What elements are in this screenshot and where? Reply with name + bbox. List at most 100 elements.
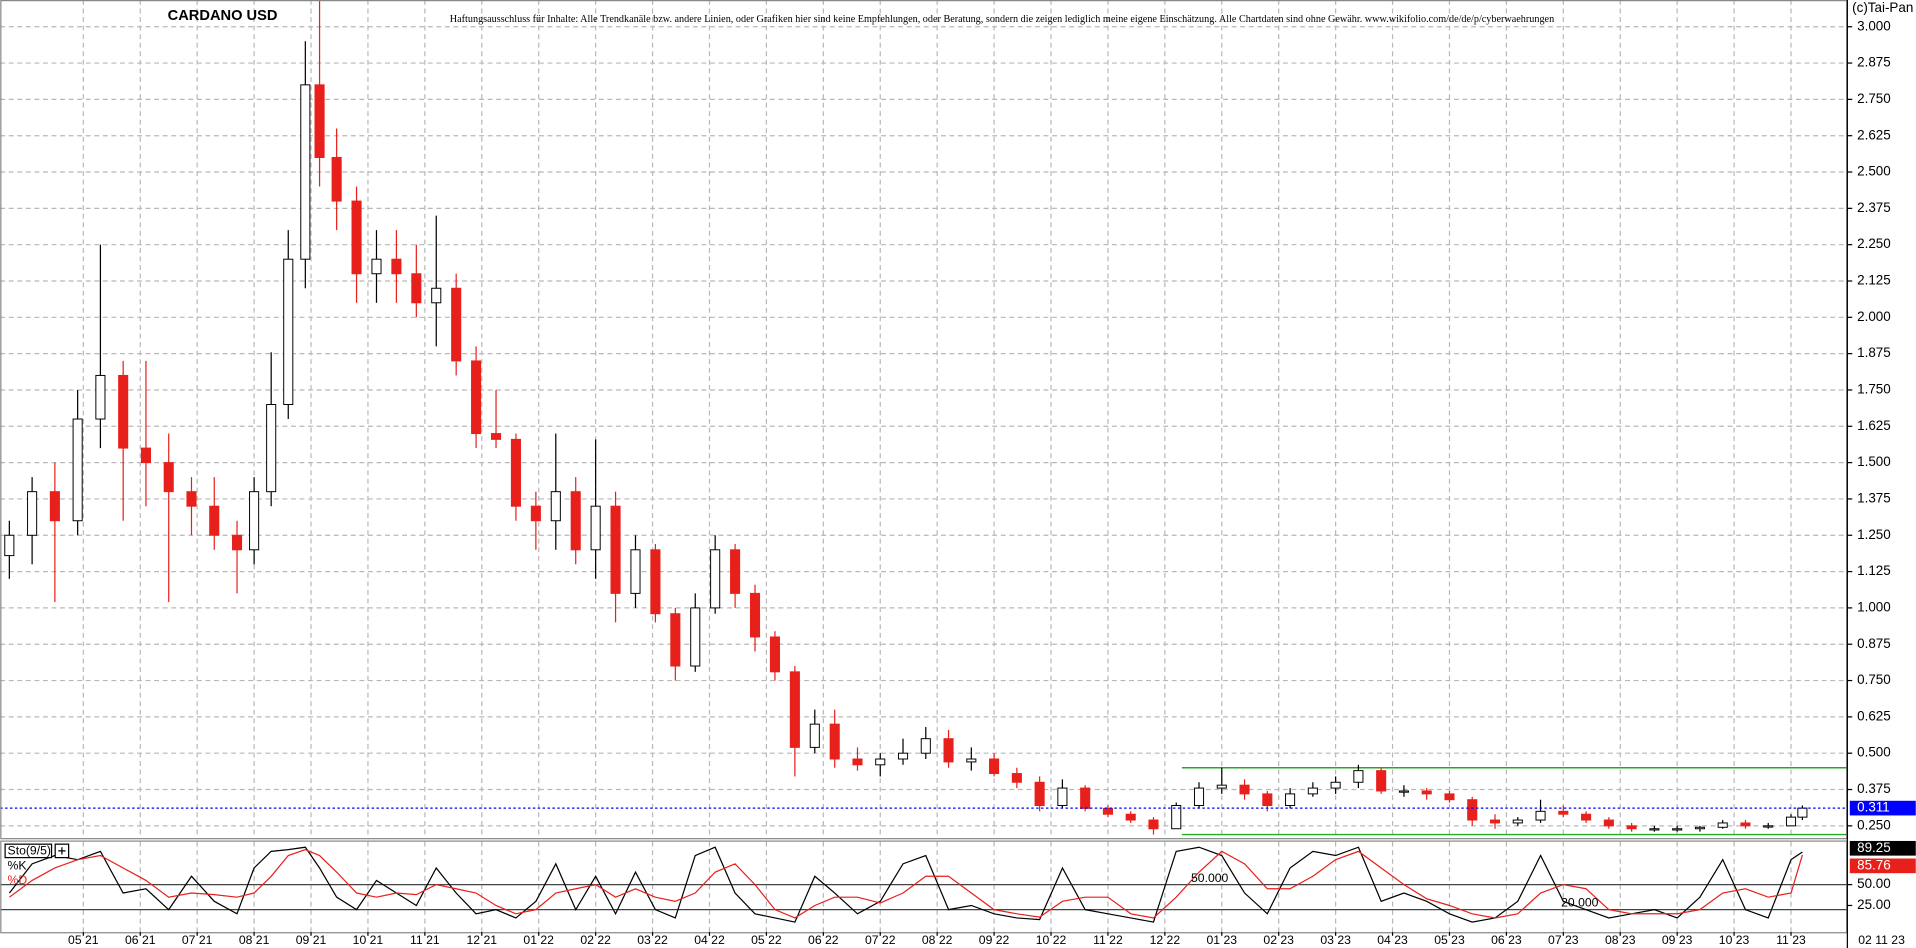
candle-body <box>1171 805 1182 830</box>
x-tick-label: 04 23 <box>1377 933 1408 947</box>
candle-body <box>351 200 362 275</box>
x-tick-label: 09 22 <box>979 933 1010 947</box>
x-tick-label: 02 22 <box>580 933 611 947</box>
x-tick-label: 04 22 <box>694 933 725 947</box>
disclaimer: Haftungsausschluss für Inhalte: Alle Tre… <box>450 14 1555 25</box>
y-tick-label: 25.00 <box>1857 897 1891 912</box>
candle-body <box>1330 781 1341 789</box>
x-tick-label: 10 23 <box>1719 933 1750 947</box>
candle-body <box>1193 787 1205 806</box>
y-tick-label: 1.500 <box>1857 454 1891 469</box>
candle-body <box>266 404 277 493</box>
legend-entry: %D <box>8 873 28 887</box>
candle-body <box>570 491 581 551</box>
x-tick-label: 10 22 <box>1036 933 1067 947</box>
x-tick-label: 07 22 <box>865 933 896 947</box>
candle-body <box>650 549 661 615</box>
candle-body <box>471 360 482 435</box>
candle-body <box>789 671 800 748</box>
candle-body <box>231 534 243 551</box>
y-tick-label: 1.125 <box>1857 563 1891 578</box>
candle-body <box>490 433 502 440</box>
current-price-box <box>1849 800 1916 816</box>
legend-entry: %K <box>8 858 27 872</box>
x-tick-label: 05 22 <box>751 933 782 947</box>
candle-body <box>1011 773 1022 783</box>
candle-body <box>1603 819 1614 827</box>
candle-body <box>530 505 541 522</box>
candle-body <box>314 84 325 158</box>
candle-body <box>590 505 601 551</box>
sto-line <box>9 849 1803 919</box>
candle-body <box>1262 793 1273 806</box>
indicator-box <box>4 843 53 859</box>
y-tick-label: 50.00 <box>1857 876 1891 891</box>
current-price-label: 0.311 <box>1857 800 1890 815</box>
x-tick-label: 10 21 <box>353 933 384 947</box>
candle-body <box>897 752 909 760</box>
x-tick-label: 07 21 <box>182 933 213 947</box>
last-value-label: 85.76 <box>1857 857 1891 872</box>
x-tick-label: 12 21 <box>467 933 498 947</box>
y-tick-label: 1.750 <box>1857 382 1891 397</box>
candle-body <box>1467 799 1478 821</box>
x-tick-label: 03 22 <box>637 933 668 947</box>
candle-body <box>140 447 151 464</box>
last-value-box <box>1849 840 1916 856</box>
x-tick-label: 11 21 <box>410 933 440 947</box>
candle-body <box>1285 793 1296 806</box>
candle-body <box>72 418 83 522</box>
x-tick-label: 09 21 <box>296 933 327 947</box>
candle-body <box>451 287 462 362</box>
x-tick-label: 12 22 <box>1150 933 1181 947</box>
x-tick-label: 03 23 <box>1320 933 1351 947</box>
candle-body <box>1353 770 1364 783</box>
x-tick-label: 11 23 <box>1776 933 1806 947</box>
candle-body <box>809 723 820 748</box>
y-tick-label: 0.250 <box>1857 817 1891 832</box>
candle-body <box>730 549 741 594</box>
y-tick-label: 1.250 <box>1857 527 1891 542</box>
candle-body <box>27 491 38 536</box>
candle-body <box>1717 822 1728 828</box>
candle-body <box>1398 790 1409 793</box>
toggle-icon[interactable] <box>58 847 66 855</box>
y-tick-label: 2.750 <box>1857 91 1891 106</box>
y-tick-label: 2.500 <box>1857 164 1891 179</box>
last-value-box <box>1849 858 1916 874</box>
candle-body <box>1034 781 1045 806</box>
candle-body <box>1740 822 1751 827</box>
candle-body <box>852 758 863 766</box>
y-tick-label: 1.000 <box>1857 599 1891 614</box>
x-tick-label: 08 22 <box>922 933 953 947</box>
candle-body <box>331 157 342 202</box>
candle-body <box>1649 828 1660 831</box>
candle-body <box>550 491 561 522</box>
candle-body <box>1102 807 1113 815</box>
y-tick-label: 2.875 <box>1857 55 1891 70</box>
candle-body <box>1125 813 1136 821</box>
x-tick-label: 06 21 <box>125 933 156 947</box>
candle-body <box>1763 825 1774 828</box>
candle-body <box>1626 825 1637 830</box>
x-tick-label: 02 23 <box>1263 933 1294 947</box>
candle-body <box>300 84 311 260</box>
candle-body <box>1080 787 1091 809</box>
y-tick-label: 0.375 <box>1857 781 1891 796</box>
candle-body <box>920 738 931 754</box>
candle-body <box>1785 816 1797 827</box>
candle-body <box>431 287 442 304</box>
x-tick-label: 01 22 <box>523 933 554 947</box>
x-tick-label: 08 23 <box>1605 933 1636 947</box>
candle-body <box>1558 810 1569 815</box>
y-tick-label: 1.625 <box>1857 418 1891 433</box>
candle-body <box>690 607 701 667</box>
x-tick-label: 05 23 <box>1434 933 1465 947</box>
x-tick-label: 11 22 <box>1093 933 1123 947</box>
candle-body <box>510 438 521 507</box>
y-tick-label: 0.875 <box>1857 636 1891 651</box>
candle-body <box>1376 770 1387 792</box>
candle-body <box>1535 810 1546 821</box>
candle-body <box>1239 784 1250 795</box>
